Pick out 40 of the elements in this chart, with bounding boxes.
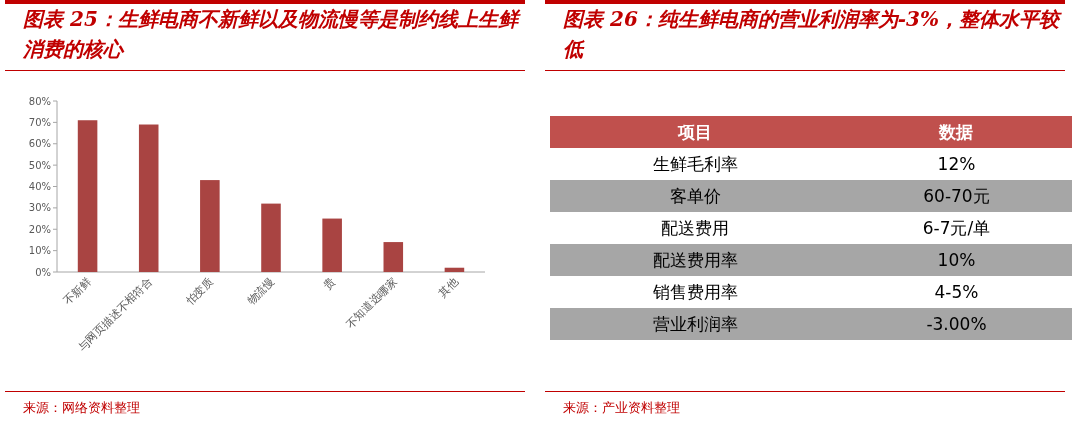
chart-title: 图表 25：生鲜电商不新鲜以及物流慢等是制约线上生鲜消费的核心 — [23, 6, 522, 63]
x-tick-label: 贵 — [321, 274, 339, 292]
y-tick-label: 10% — [28, 245, 51, 257]
text: 营业利润率 — [652, 313, 738, 334]
text: 客单价 — [669, 185, 721, 206]
text: 10% — [937, 250, 976, 270]
y-tick-label: 80% — [28, 95, 51, 107]
bar — [383, 242, 404, 272]
bar — [138, 124, 159, 272]
source-note: 来源：产业资料整理 — [563, 399, 680, 417]
x-tick-label: 物流慢 — [244, 274, 278, 308]
x-tick-label: 不知道选哪家 — [343, 274, 400, 331]
text: -3.00% — [926, 314, 987, 334]
y-tick-label: 50% — [28, 159, 51, 171]
text: 生鲜毛利率 — [652, 153, 738, 174]
bar — [444, 267, 465, 272]
text: 配送费用 — [661, 217, 730, 238]
text: 图表 26：纯生鲜电商的营业利润率为-3%，整体水平较低 — [563, 6, 1063, 63]
y-tick-label: 40% — [28, 181, 51, 192]
text: 配送费用率 — [652, 249, 738, 270]
y-tick-label: 70% — [28, 116, 51, 128]
bar — [200, 180, 220, 272]
bar — [261, 203, 281, 272]
category-label: 数据 — [840, 116, 1072, 148]
text: 销售费用率 — [652, 281, 738, 302]
category-label: 项目 — [550, 116, 841, 148]
bar — [77, 120, 98, 272]
text: 60-70元 — [923, 185, 990, 206]
y-tick-label: 60% — [28, 138, 51, 150]
x-tick-label: 其他 — [435, 274, 461, 300]
text: 4-5% — [934, 282, 979, 302]
y-tick-label: 0% — [35, 266, 51, 278]
x-tick-label: 不新鲜 — [61, 274, 94, 308]
x-tick-label: 怕变质 — [182, 274, 216, 309]
y-tick-label: 30% — [28, 202, 51, 214]
bar — [322, 218, 342, 272]
source-note: 来源：网络资料整理 — [23, 399, 140, 417]
y-tick-label: 20% — [28, 223, 51, 235]
text: 6-7元/单 — [922, 217, 991, 238]
text: 12% — [937, 154, 976, 174]
